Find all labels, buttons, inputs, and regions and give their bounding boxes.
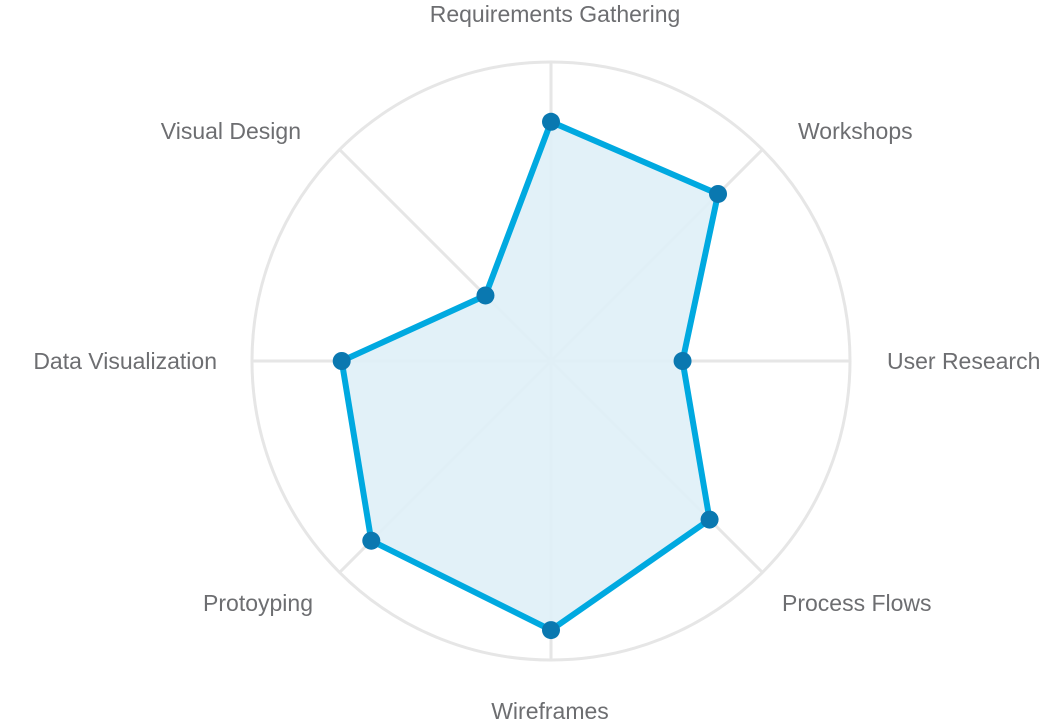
axis-labels: Requirements Gathering Workshops User Re… [33,1,1040,722]
data-point [476,286,495,305]
axis-label: Visual Design [161,118,301,144]
data-point [362,531,381,550]
series-area [341,121,719,631]
data-point [542,621,560,640]
axis-label: Process Flows [782,590,932,616]
axis-label: Workshops [798,118,913,144]
axis-label: Requirements Gathering [430,1,681,27]
data-point [542,112,560,131]
data-point [332,352,351,370]
data-point [700,510,719,529]
data-point [709,184,728,203]
radar-series [332,112,728,640]
axis-label: User Research [887,348,1040,374]
axis-label: Protoyping [203,590,313,616]
axis-label: Data Visualization [33,348,217,374]
axis-label: Wireframes [491,698,609,722]
data-point [673,352,692,370]
